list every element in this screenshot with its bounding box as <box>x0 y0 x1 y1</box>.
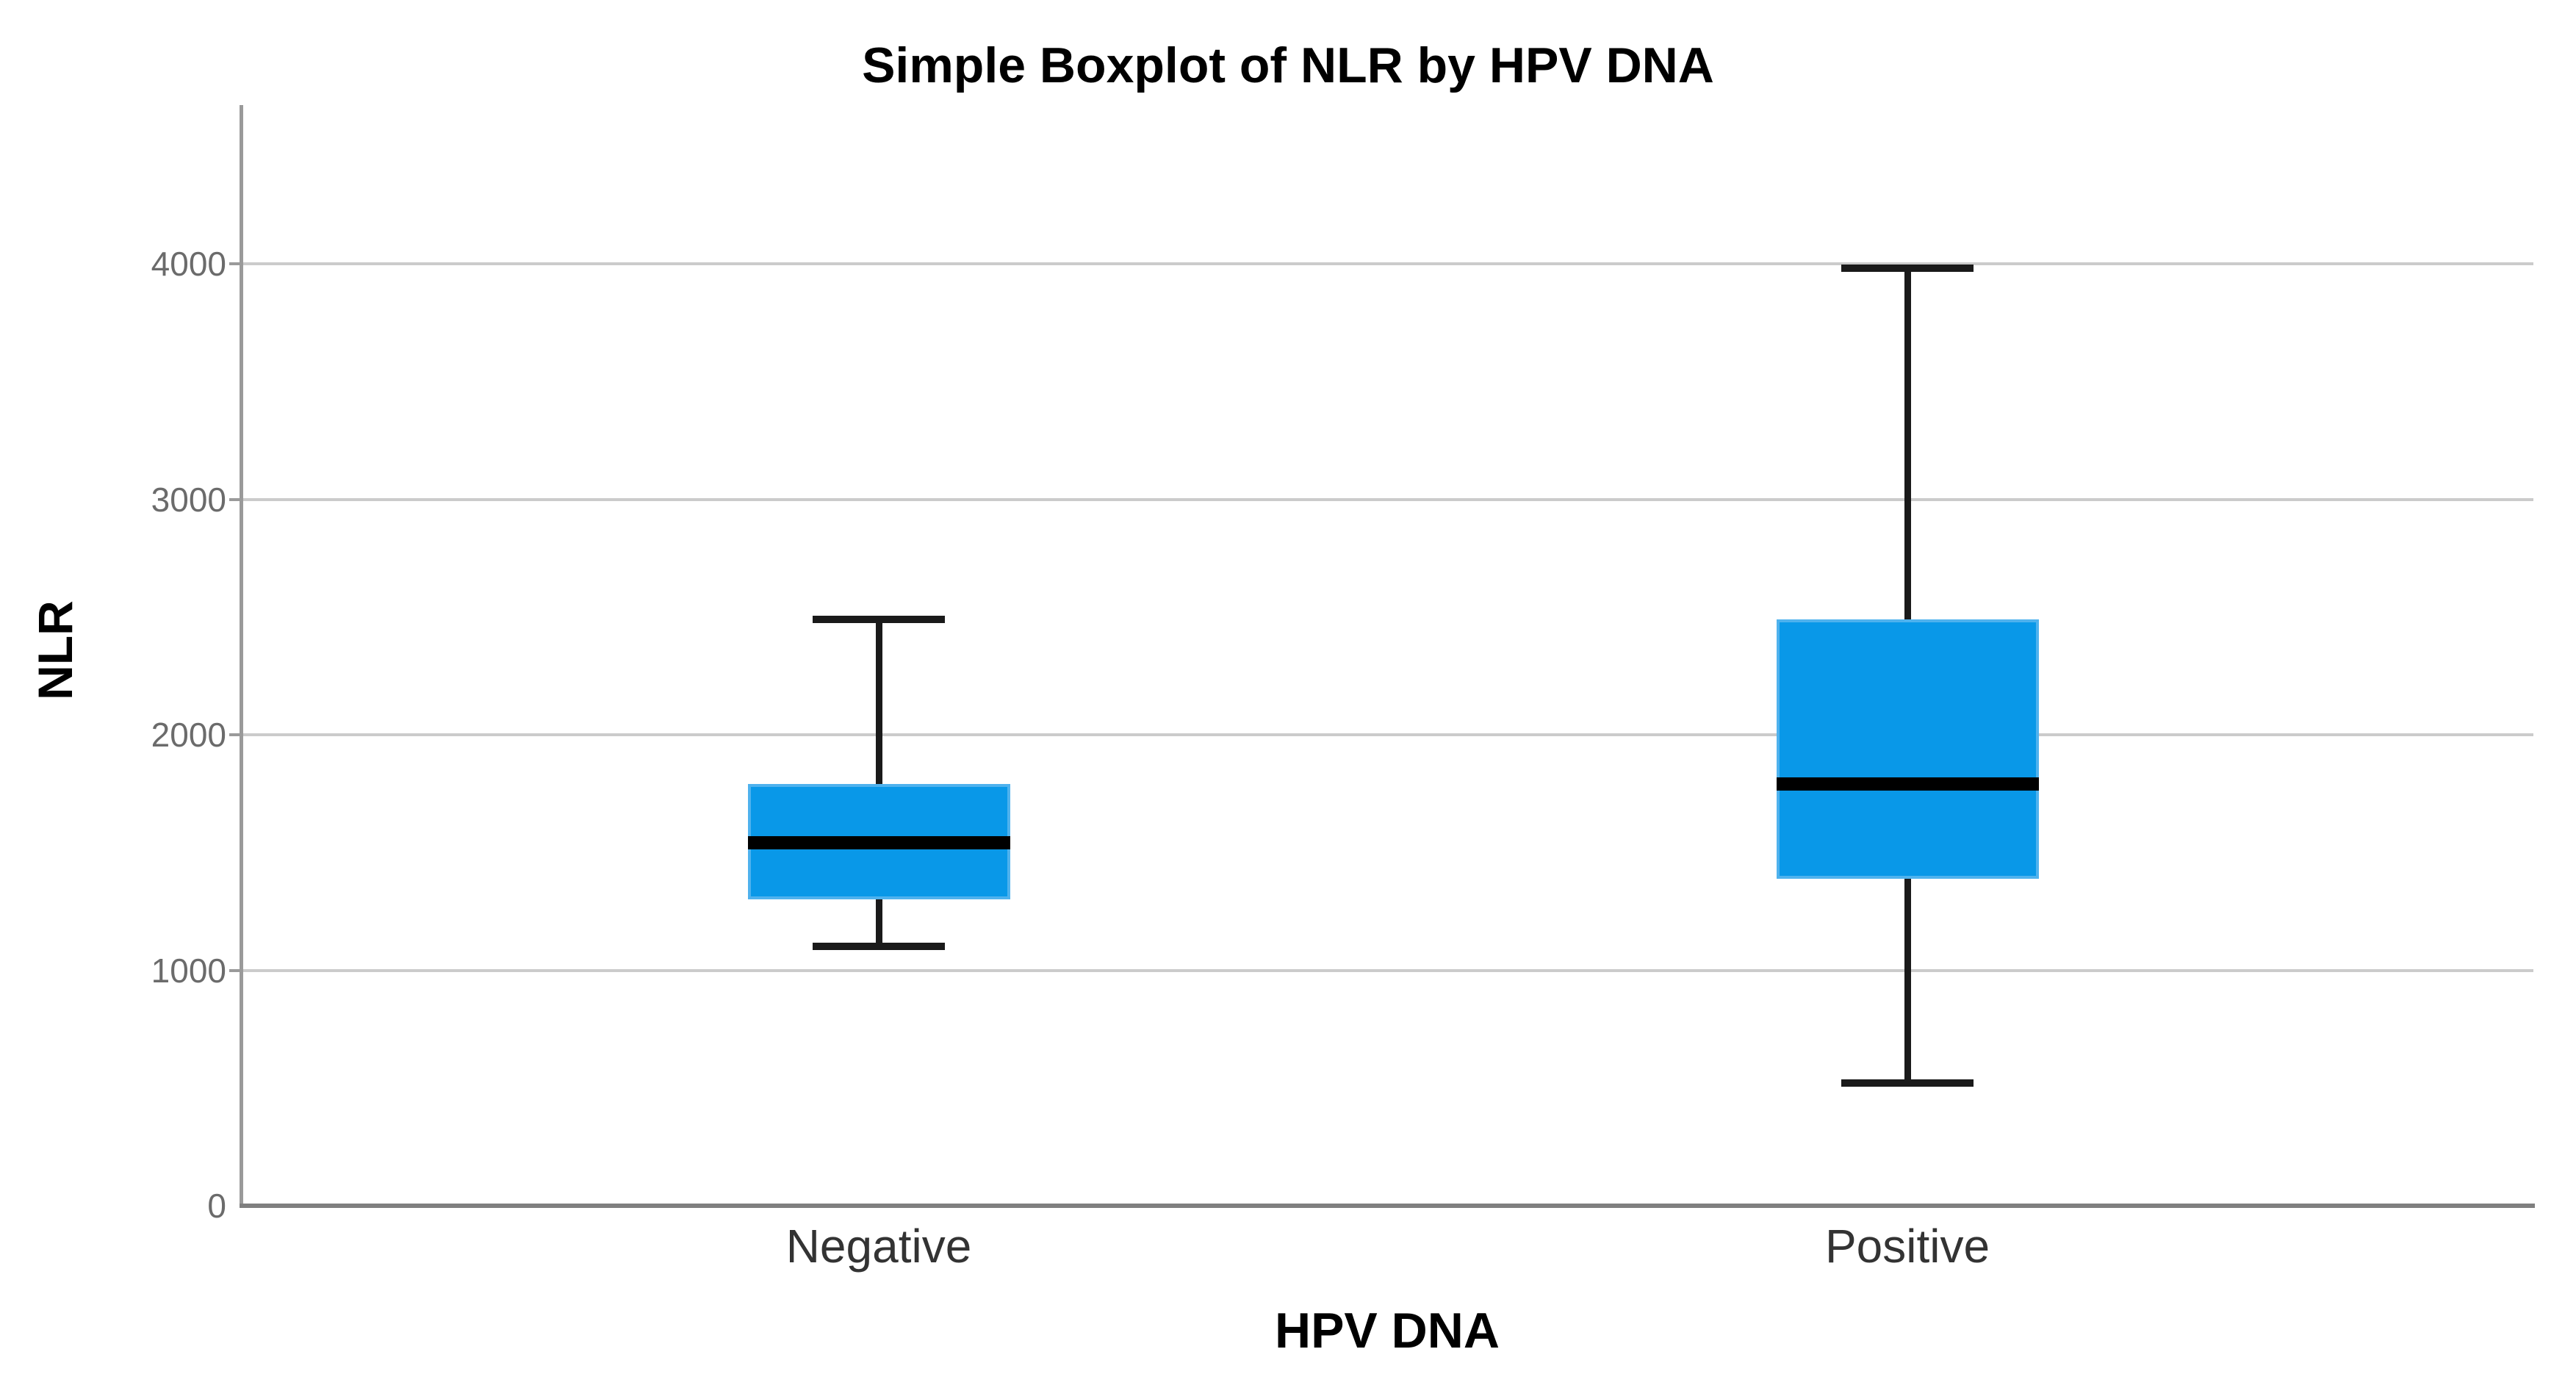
y-tick-label-0: 0 <box>207 1187 226 1225</box>
lower-whisker-line <box>875 899 882 947</box>
chart-title: Simple Boxplot of NLR by HPV DNA <box>862 37 1714 93</box>
x-axis-title: HPV DNA <box>1274 1303 1500 1359</box>
gridline-2000 <box>241 733 2533 736</box>
lower-whisker-cap <box>1841 1079 1974 1087</box>
y-tick-mark-4000 <box>229 262 241 265</box>
lower-whisker-cap <box>813 943 945 951</box>
median-line <box>1776 777 2039 791</box>
y-tick-mark-3000 <box>229 497 241 501</box>
lower-whisker-line <box>1904 878 1911 1084</box>
x-axis-line <box>240 1204 2535 1208</box>
gridline-1000 <box>241 968 2533 972</box>
y-tick-mark-1000 <box>229 968 241 972</box>
y-tick-label-3000: 3000 <box>151 480 226 519</box>
upper-whisker-cap <box>813 615 945 623</box>
gridline-4000 <box>241 262 2533 265</box>
y-tick-mark-2000 <box>229 733 241 736</box>
y-axis-line <box>240 105 243 1208</box>
median-line <box>747 836 1010 850</box>
box-iqr-positive <box>1776 619 2039 879</box>
x-category-label-positive: Positive <box>1824 1220 1990 1273</box>
y-tick-label-2000: 2000 <box>151 716 226 754</box>
x-category-label-negative: Negative <box>785 1220 972 1273</box>
upper-whisker-line <box>1904 268 1911 619</box>
y-tick-label-1000: 1000 <box>151 951 226 990</box>
upper-whisker-cap <box>1841 265 1974 273</box>
y-tick-label-4000: 4000 <box>151 245 226 283</box>
gridline-3000 <box>241 497 2533 501</box>
upper-whisker-line <box>875 619 882 785</box>
